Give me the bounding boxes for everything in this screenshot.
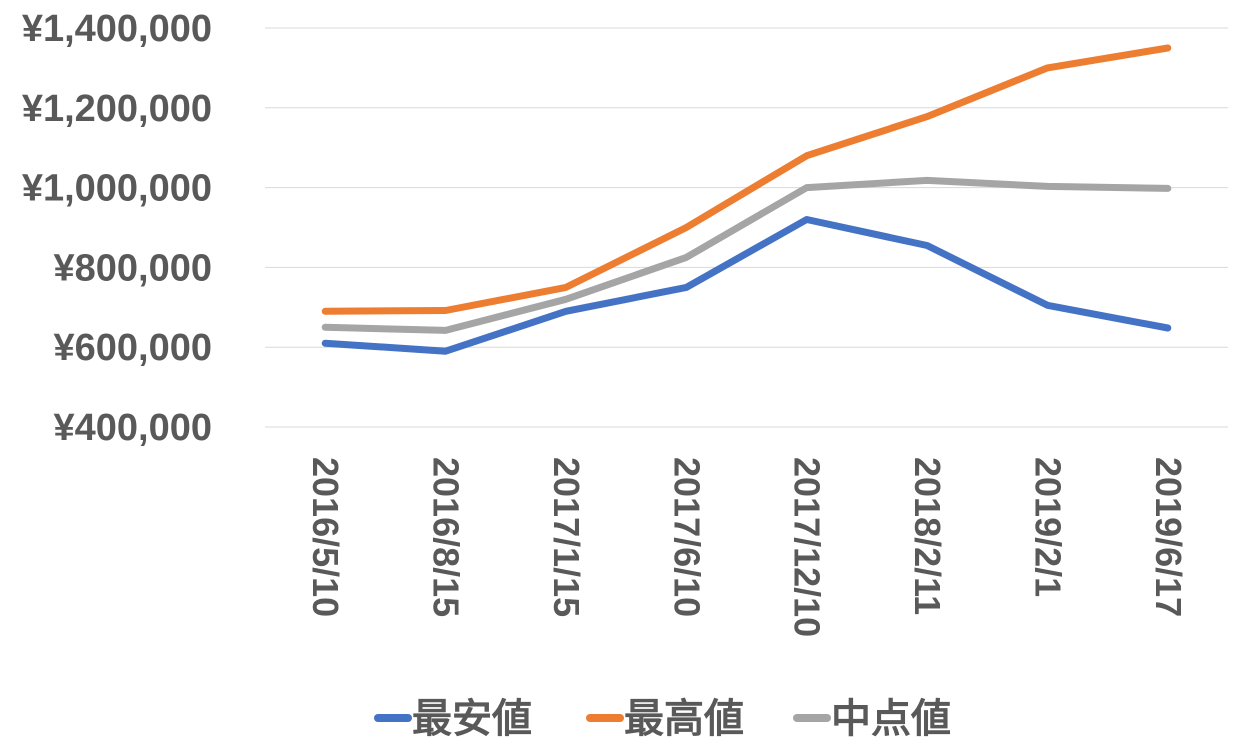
gridlines bbox=[265, 27, 1228, 428]
y-tick-label: ¥1,200,000 bbox=[22, 88, 212, 130]
series-line-3 bbox=[321, 176, 1172, 334]
x-tick-label: 2016/5/10 bbox=[305, 457, 346, 617]
y-tick-label: ¥400,000 bbox=[54, 407, 213, 449]
y-tick-label: ¥800,000 bbox=[54, 247, 213, 289]
series-lines bbox=[321, 44, 1172, 355]
y-tick-label: ¥1,400,000 bbox=[22, 8, 212, 50]
y-tick-label: ¥1,000,000 bbox=[22, 168, 212, 210]
series-line-2 bbox=[321, 44, 1172, 315]
y-axis-tick-labels: ¥400,000 ¥600,000 ¥800,000 ¥1,000,000 ¥1,200… bbox=[22, 8, 212, 449]
x-tick-label: 2017/1/15 bbox=[546, 457, 587, 617]
x-tick-label: 2017/6/10 bbox=[666, 457, 707, 617]
x-tick-label: 2019/6/17 bbox=[1148, 457, 1189, 617]
x-tick-label: 2019/2/1 bbox=[1027, 457, 1068, 597]
legend: 最安値 最高値 中点値 bbox=[374, 697, 951, 741]
y-tick-label: ¥600,000 bbox=[54, 327, 213, 369]
x-tick-label: 2017/12/10 bbox=[787, 457, 828, 637]
legend-label: 中点値 bbox=[831, 697, 951, 741]
x-tick-label: 2016/8/15 bbox=[426, 457, 467, 617]
legend-label: 最高値 bbox=[624, 697, 744, 741]
x-tick-label: 2018/2/11 bbox=[907, 457, 948, 615]
legend-label: 最安値 bbox=[412, 697, 532, 741]
x-axis-tick-labels: 2016/5/10 2016/8/15 2017/1/15 2017/6/10 2017… bbox=[305, 457, 1189, 637]
series-line-1 bbox=[321, 216, 1172, 355]
